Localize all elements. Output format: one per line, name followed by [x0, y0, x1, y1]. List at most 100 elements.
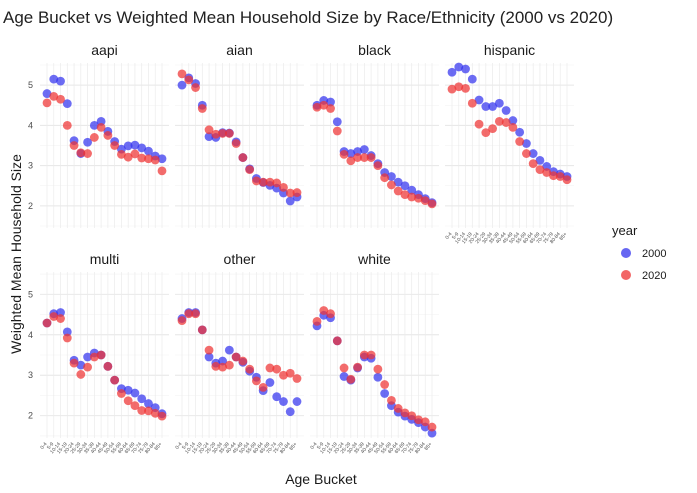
point-aapi-2000	[56, 76, 65, 86]
legend: year 2000 2020	[612, 223, 666, 282]
point-aian-2020	[258, 177, 268, 187]
point-aapi-2020	[49, 92, 59, 101]
facet-panel-aapi: aapi 2 3 4 5	[28, 42, 169, 228]
point-multi-2020	[144, 406, 153, 416]
point-multi-2000	[137, 394, 147, 404]
point-other-2020	[211, 361, 221, 371]
point-hispanic-2020	[488, 124, 497, 133]
point-other-2020	[224, 360, 234, 370]
point-hispanic-2020	[461, 83, 470, 93]
point-aian-2020	[191, 83, 200, 92]
point-hispanic-2020	[542, 168, 552, 177]
point-other-2000	[285, 407, 295, 417]
x-tick-label: 5-9	[451, 231, 460, 241]
point-other-2020	[184, 309, 194, 319]
point-black-2020	[366, 153, 376, 162]
point-white-2020	[387, 395, 396, 405]
point-aapi-2020	[89, 133, 99, 142]
point-multi-2000	[123, 385, 133, 395]
point-black-2020	[380, 173, 390, 183]
point-other-2020	[218, 362, 227, 372]
point-white-2020	[380, 380, 390, 389]
facet-label-white: white	[357, 251, 391, 267]
point-aapi-2020	[157, 166, 167, 176]
point-hispanic-2000	[447, 67, 457, 77]
point-aapi-2020	[76, 148, 86, 158]
point-aian-2020	[224, 129, 234, 138]
point-hispanic-2000	[461, 64, 470, 74]
point-aapi-2000	[130, 140, 140, 150]
point-other-2000	[279, 397, 288, 406]
point-multi-2000	[56, 308, 65, 317]
point-other-2020	[265, 363, 275, 373]
x-tick-label: 0-4	[39, 441, 48, 451]
point-aapi-2000	[144, 146, 153, 156]
point-aapi-2020	[69, 141, 79, 150]
y-tick-label: 3	[28, 370, 33, 380]
point-black-2020	[407, 192, 417, 202]
point-black-2020	[393, 186, 403, 196]
legend-label-2000: 2000	[642, 248, 666, 260]
point-aian-2020	[218, 129, 227, 138]
point-hispanic-2020	[549, 171, 558, 181]
point-aapi-2000	[137, 143, 147, 153]
x-tick-label: 0-4	[174, 441, 183, 451]
point-black-2020	[326, 104, 335, 113]
point-hispanic-2000	[528, 149, 538, 158]
point-white-2020	[393, 404, 403, 413]
point-hispanic-2000	[535, 155, 545, 165]
point-hispanic-2020	[474, 119, 484, 129]
point-hispanic-2020	[535, 165, 545, 175]
point-black-2020	[312, 102, 322, 112]
x-tick-label: 5-9	[46, 441, 55, 451]
point-white-2020	[353, 362, 362, 372]
point-black-2000	[387, 172, 396, 181]
point-other-2020	[197, 325, 207, 335]
legend-key-2020	[621, 270, 631, 280]
point-aapi-2020	[110, 141, 120, 150]
x-tick-label: 85+	[558, 231, 568, 241]
point-aapi-2000	[123, 141, 133, 151]
facet-label-aapi: aapi	[91, 42, 117, 58]
point-black-2020	[387, 180, 396, 190]
point-black-2000	[359, 145, 369, 154]
point-multi-2000	[62, 327, 72, 337]
point-aian-2000	[204, 132, 214, 142]
point-aapi-2020	[56, 94, 65, 104]
point-aapi-2020	[144, 154, 153, 164]
point-other-2020	[191, 309, 200, 319]
point-black-2000	[353, 147, 362, 156]
point-hispanic-2020	[522, 149, 531, 158]
facet-label-other: other	[224, 251, 256, 267]
chart-title: Age Bucket vs Weighted Mean Household Si…	[3, 8, 613, 27]
point-other-2020	[204, 345, 214, 355]
facet-panel-other: other0-45-910-1415-1920-2425-2930-3435-3…	[174, 251, 304, 455]
point-aian-2020	[238, 153, 248, 162]
x-tick-label: 85+	[423, 441, 433, 451]
point-black-2000	[407, 185, 417, 195]
point-white-2020	[420, 417, 430, 427]
point-aapi-2020	[83, 149, 92, 158]
point-other-2000	[265, 378, 275, 387]
x-tick-label: 85+	[153, 441, 163, 451]
point-white-2000	[427, 428, 437, 438]
facet-panel-multi: multi23450-45-910-1415-1920-2425-2930-34…	[28, 251, 169, 455]
y-tick-label: 5	[28, 289, 33, 299]
point-aian-2020	[204, 125, 214, 135]
point-hispanic-2000	[522, 139, 531, 148]
point-white-2020	[366, 350, 376, 360]
y-tick-label: 2	[28, 411, 33, 421]
point-multi-2020	[62, 333, 72, 343]
point-white-2020	[332, 336, 342, 346]
point-hispanic-2020	[501, 118, 511, 127]
point-white-2000	[380, 389, 390, 398]
point-aian-2020	[177, 69, 187, 79]
legend-label-2020: 2020	[642, 270, 666, 282]
point-hispanic-2000	[454, 62, 464, 72]
point-multi-2020	[103, 361, 113, 371]
point-multi-2020	[110, 375, 120, 385]
facet-label-multi: multi	[90, 251, 120, 267]
point-multi-2020	[117, 389, 126, 398]
point-aapi-2000	[42, 89, 52, 98]
